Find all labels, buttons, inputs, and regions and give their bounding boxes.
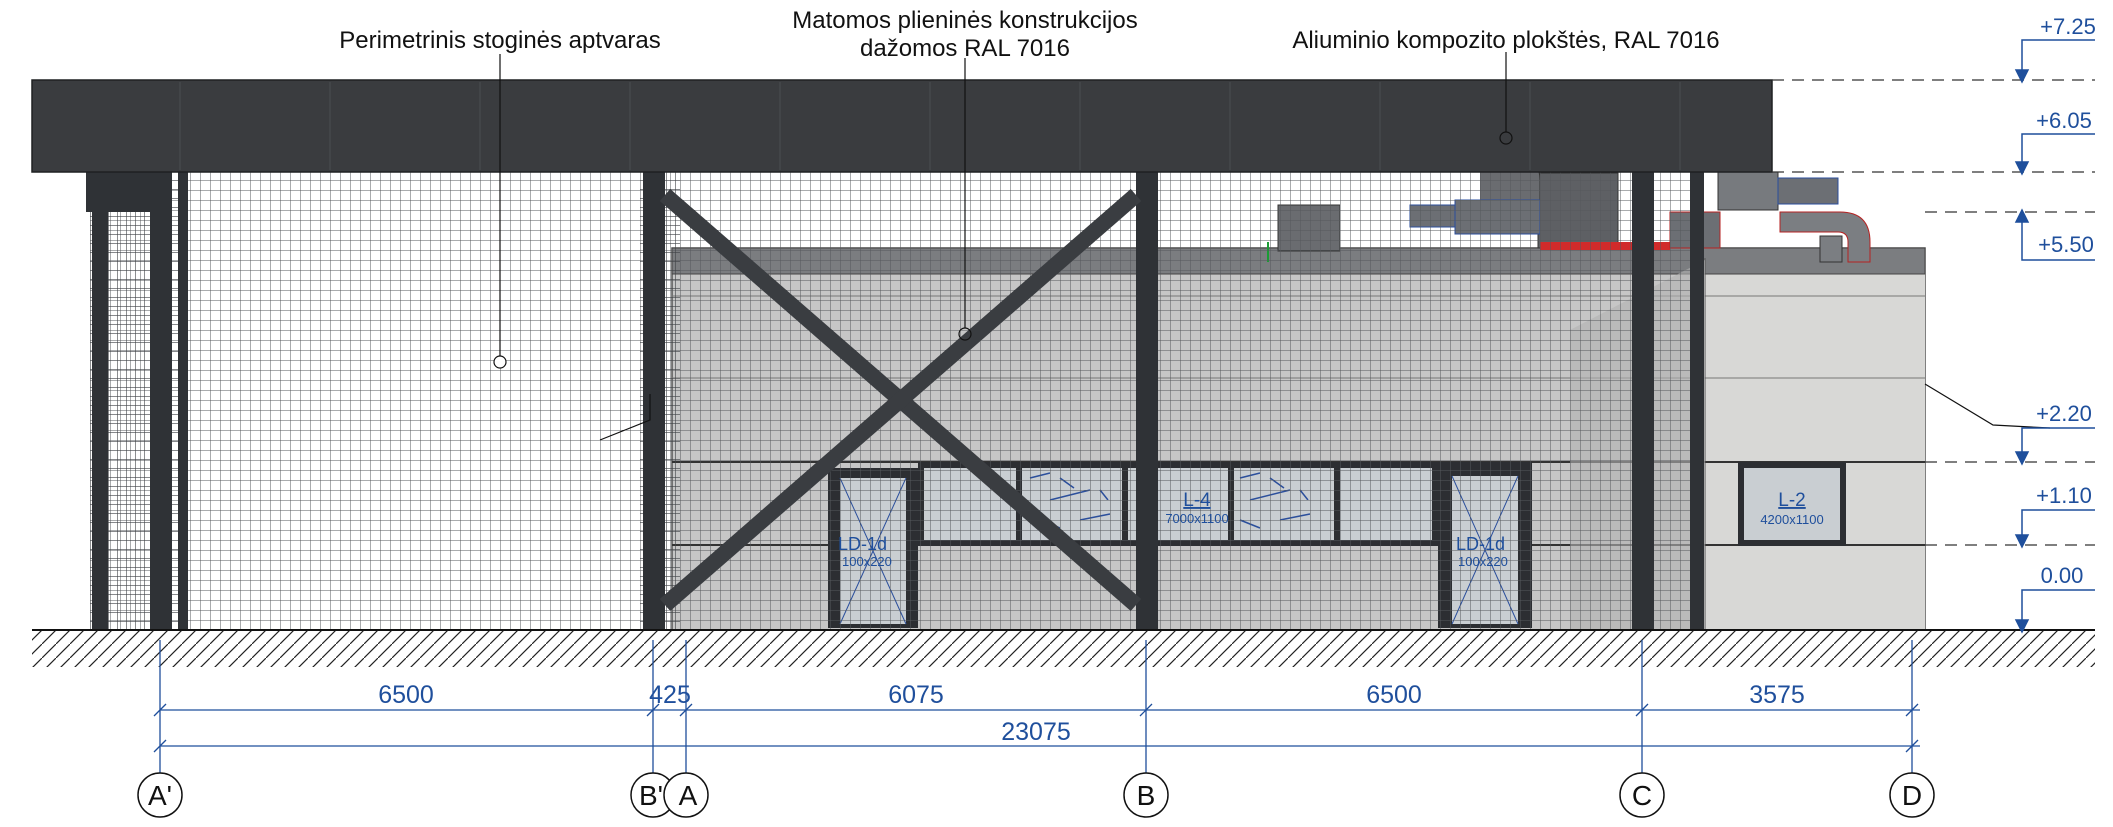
l4-size: 7000x1100: [1165, 511, 1228, 526]
x-bracing: [659, 188, 1142, 612]
annotation-steel-line1: Matomos plieninės konstrukcijos: [792, 7, 1137, 34]
ld1-left-code: LD-1d: [838, 534, 887, 554]
annotation-leaders: [493, 52, 2051, 441]
level-000: 0.00: [2041, 563, 2084, 588]
level-markers: [2014, 39, 2095, 634]
annotation-aluminium-panels: Aliuminio kompozito plokštės, RAL 7016: [1292, 27, 1719, 54]
axis-bubbles: [137, 772, 1935, 818]
dim-span-5: 3575: [1749, 681, 1805, 709]
steel-columns: [86, 172, 1704, 630]
axis-c: C: [1632, 780, 1652, 811]
level-110: +1.10: [2036, 483, 2092, 508]
building-wall-right: [1705, 258, 1925, 630]
level-550: +5.50: [2038, 232, 2094, 257]
level-725: +7.25: [2040, 14, 2096, 39]
l4-code: L-4: [1183, 490, 1211, 511]
dim-span-1: 6500: [378, 681, 434, 709]
roof-panel-joints: [179, 82, 1681, 170]
axis-b-prime: B': [639, 780, 663, 811]
ld1-left-size: 100x220: [842, 554, 892, 569]
dim-span-3: 6075: [888, 681, 944, 709]
annotation-steel-line2: dažomos RAL 7016: [860, 35, 1070, 62]
ground-hatch: [32, 631, 2095, 667]
dim-span-2: 425: [649, 681, 691, 709]
dimension-lines: [153, 640, 1920, 780]
dim-span-4: 6500: [1366, 681, 1422, 709]
level-dash-lines: [1772, 79, 2095, 546]
axis-d: D: [1902, 780, 1922, 811]
axis-a-prime: A': [148, 780, 172, 811]
roof-canopy: [31, 79, 1773, 173]
l2-size: 4200x1100: [1760, 512, 1823, 527]
level-220: +2.20: [2036, 401, 2092, 426]
ld1-right-code: LD-1d: [1456, 534, 1505, 554]
ld1-right-size: 100x220: [1458, 554, 1508, 569]
window-l2: [1738, 462, 1846, 546]
axis-b: B: [1137, 780, 1156, 811]
annotation-perimeter-fence: Perimetrinis stoginės aptvaras: [339, 27, 660, 54]
dim-total: 23075: [1001, 718, 1071, 746]
level-605: +6.05: [2036, 108, 2092, 133]
l2-code: L-2: [1778, 490, 1805, 511]
axis-a: A: [679, 780, 698, 811]
